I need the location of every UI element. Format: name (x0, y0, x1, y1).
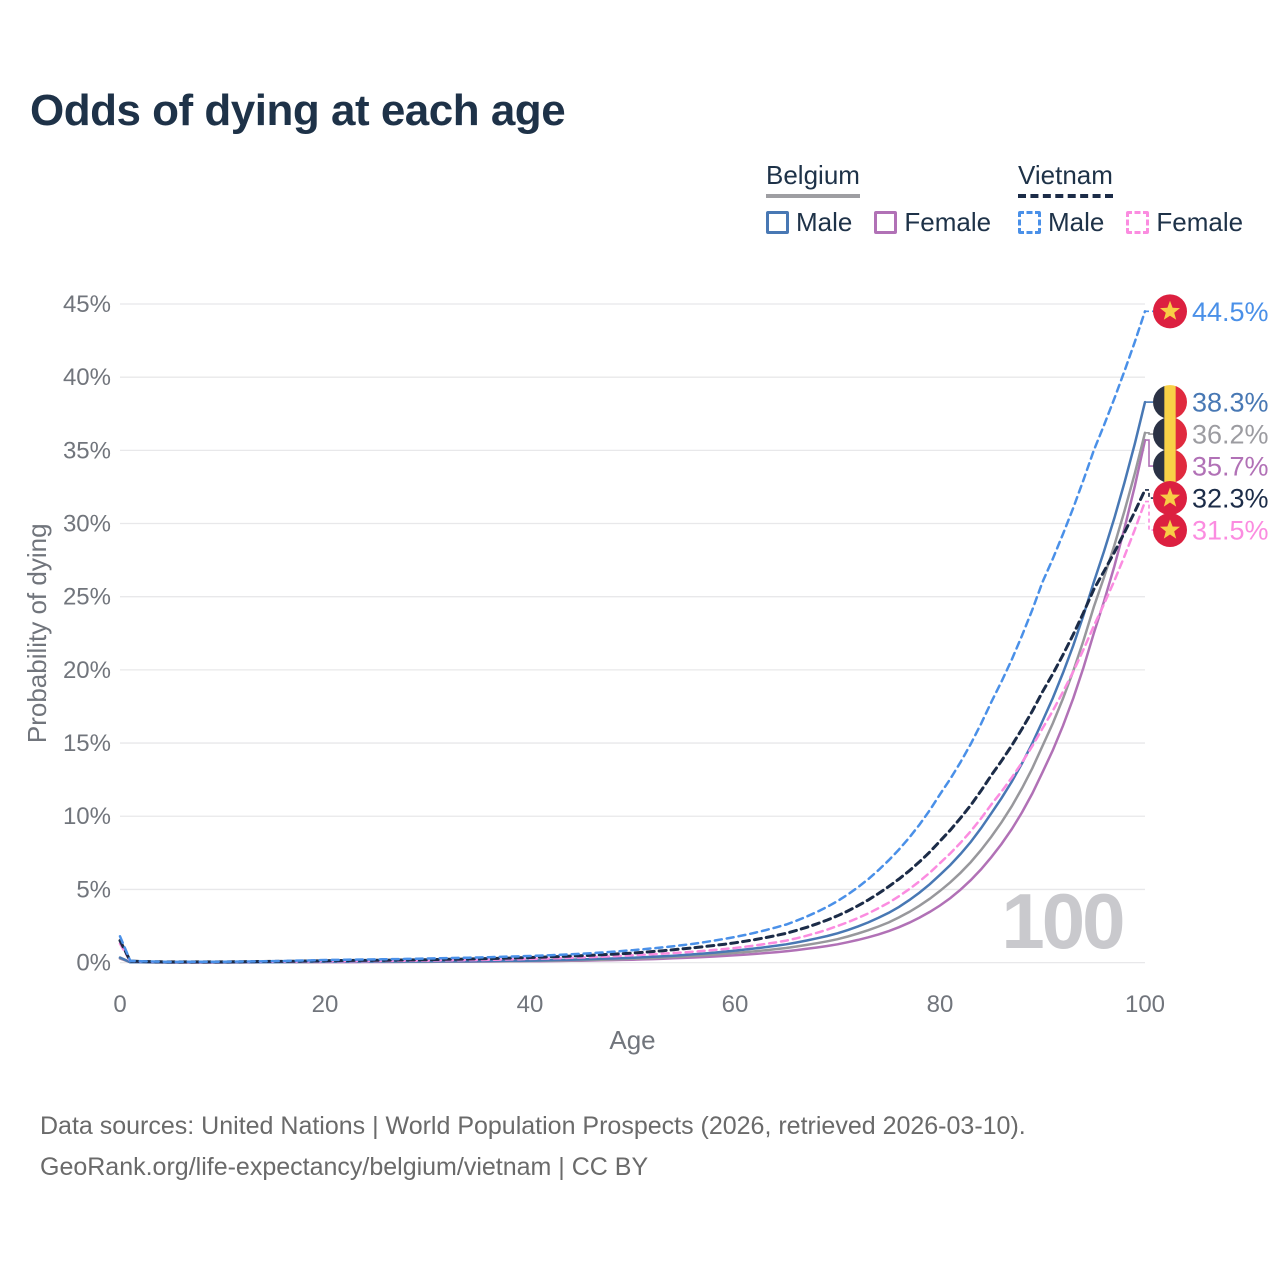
line-vietnam (118, 488, 1147, 964)
legend-item-belgium-male[interactable]: Male (766, 207, 852, 238)
data-source-text: Data sources: United Nations | World Pop… (40, 1112, 1026, 1140)
line-vietnam-female (118, 500, 1147, 964)
end-label-belgium-female: 35.7% (1153, 449, 1269, 484)
x-tick-label: 0 (113, 991, 126, 1018)
attribution-text: GeoRank.org/life-expectancy/belgium/viet… (40, 1153, 649, 1181)
end-label-value: 31.5% (1192, 516, 1269, 546)
end-label-value: 36.2% (1192, 420, 1269, 450)
page-title: Odds of dying at each age (30, 86, 566, 135)
legend-country-vietnam[interactable]: Vietnam (1018, 160, 1113, 198)
legend-group-vietnam: Vietnam Male Female (1018, 160, 1243, 238)
legend-item-vietnam-male[interactable]: Male (1018, 207, 1104, 238)
x-tick-label: 80 (927, 991, 954, 1018)
end-label-vietnam-female: 31.5% (1153, 513, 1269, 548)
legend-item-label: Male (1048, 207, 1105, 237)
x-tick-label: 60 (722, 991, 749, 1018)
belgium-flag-icon (1153, 449, 1187, 484)
checkbox-icon (1126, 211, 1150, 234)
vietnam-flag-icon (1153, 481, 1187, 516)
age-indicator-watermark: 100 (1001, 877, 1123, 965)
y-tick-label: 20% (63, 657, 111, 684)
line-vietnam-male (118, 310, 1147, 964)
line-belgium-male (118, 400, 1147, 964)
legend-country-belgium[interactable]: Belgium (766, 160, 860, 198)
label-connector (1145, 432, 1153, 435)
y-tick-label: 40% (63, 364, 111, 391)
end-label-belgium-male: 38.3% (1153, 385, 1269, 420)
line-belgium (118, 431, 1147, 964)
y-tick-label: 0% (76, 950, 111, 977)
x-axis-title: Age (609, 1025, 655, 1055)
y-tick-label: 15% (63, 730, 111, 757)
y-tick-label: 30% (63, 511, 111, 538)
legend-item-label: Female (904, 207, 992, 237)
vietnam-flag-icon (1153, 513, 1187, 548)
label-connector (1145, 439, 1153, 467)
y-tick-label: 25% (63, 584, 111, 611)
end-label-value: 44.5% (1192, 297, 1269, 327)
legend-group-belgium: Belgium Male Female (766, 160, 991, 238)
footer: Data sources: United Nations | World Pop… (40, 1106, 1026, 1188)
checkbox-icon (1018, 211, 1041, 234)
legend-item-label: Female (1156, 207, 1244, 237)
belgium-flag-icon (1153, 385, 1187, 420)
checkbox-icon (874, 211, 898, 234)
checkbox-icon (766, 211, 789, 234)
x-tick-label: 20 (312, 991, 339, 1018)
legend-item-vietnam-female[interactable]: Female (1126, 207, 1243, 238)
y-tick-label: 45% (63, 291, 111, 318)
y-tick-label: 5% (76, 876, 111, 903)
x-tick-label: 40 (517, 991, 544, 1018)
label-connector (1145, 489, 1153, 499)
legend-item-belgium-female[interactable]: Female (874, 207, 991, 238)
y-tick-label: 10% (63, 803, 111, 830)
end-label-vietnam-male: 44.5% (1153, 294, 1269, 329)
y-tick-label: 35% (63, 437, 111, 464)
label-connector (1145, 500, 1153, 531)
end-label-belgium: 36.2% (1153, 417, 1269, 452)
end-label-value: 32.3% (1192, 484, 1269, 514)
end-label-vietnam: 32.3% (1153, 481, 1269, 516)
belgium-flag-icon (1153, 417, 1187, 452)
x-tick-label: 100 (1125, 991, 1165, 1018)
y-axis-title: Probability of dying (22, 523, 52, 743)
vietnam-flag-icon (1153, 294, 1187, 329)
end-label-value: 38.3% (1192, 388, 1269, 418)
legend-item-label: Male (796, 207, 853, 237)
end-label-value: 35.7% (1192, 452, 1269, 482)
